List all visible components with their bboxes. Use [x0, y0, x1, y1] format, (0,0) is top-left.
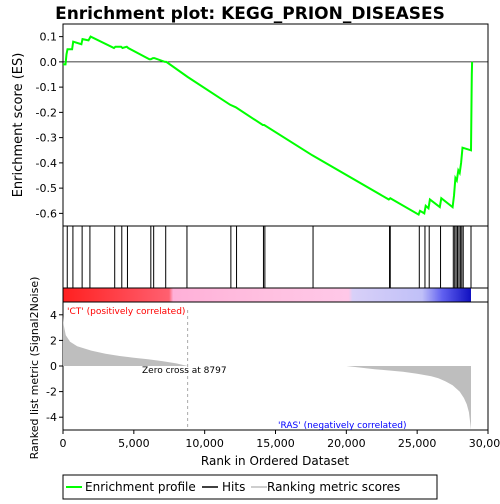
- metric-y-tick-label: -2: [46, 386, 57, 399]
- metric-y-tick-label: 2: [50, 334, 57, 347]
- x-tick-label: 30,000: [469, 437, 500, 450]
- x-tick-label: 15,000: [256, 437, 295, 450]
- x-tick-label: 0: [60, 437, 67, 450]
- legend-hits-label: Hits: [222, 480, 245, 494]
- zero-cross-label: Zero cross at 8797: [142, 366, 227, 376]
- es-panel-frame: [63, 24, 488, 226]
- ranking-band-bar: [63, 288, 471, 302]
- hits-panel: [63, 226, 488, 288]
- x-tick-label: 20,000: [327, 437, 366, 450]
- metric-panel: 4 2 0 -2 -4 Zero cross at 8797 'CT' (positiv…: [28, 277, 488, 460]
- hits-panel-frame: [63, 226, 488, 288]
- x-tick-label: 5,000: [118, 437, 150, 450]
- es-y-tick-label: 0.0: [40, 56, 58, 69]
- es-panel: 0.1 0.0 -0.1 -0.2 -0.3 -0.4 -0.5 -0.6 Enrichmen…: [11, 24, 488, 226]
- metric-y-axis-label: Ranked list metric (Signal2Noise): [28, 277, 41, 460]
- legend: Enrichment profile Hits Ranking metric s…: [63, 475, 437, 499]
- metric-y-tick-label: 0: [50, 360, 57, 373]
- es-y-tick-label: -0.6: [36, 207, 57, 220]
- x-axis-label: Rank in Ordered Dataset: [201, 454, 349, 468]
- legend-es-label: Enrichment profile: [85, 480, 196, 494]
- es-y-tick-label: -0.5: [36, 182, 57, 195]
- chart-title: Enrichment plot: KEGG_PRION_DISEASES: [55, 4, 445, 24]
- legend-metric-label: Ranking metric scores: [267, 480, 400, 494]
- negative-correlation-label: 'RAS' (negatively correlated): [278, 421, 406, 431]
- es-y-tick-label: -0.1: [36, 81, 57, 94]
- x-tick-label: 25,000: [398, 437, 437, 450]
- x-axis-ticks: 0 5,000 10,000 15,000 20,000 25,000 30,000: [60, 430, 500, 450]
- es-y-tick-label: -0.4: [36, 157, 57, 170]
- ranking-color-band: [63, 288, 488, 302]
- es-y-tick-label: -0.2: [36, 106, 57, 119]
- metric-y-tick-label: -4: [46, 411, 57, 424]
- es-y-tick-label: -0.3: [36, 132, 57, 145]
- es-y-tick-label: 0.1: [40, 31, 58, 44]
- es-y-axis-label: Enrichment score (ES): [11, 53, 26, 198]
- metric-y-ticks: 4 2 0 -2 -4: [46, 309, 63, 424]
- positive-correlation-label: 'CT' (positively correlated): [67, 307, 185, 317]
- metric-y-tick-label: 4: [50, 309, 57, 322]
- x-tick-label: 10,000: [185, 437, 224, 450]
